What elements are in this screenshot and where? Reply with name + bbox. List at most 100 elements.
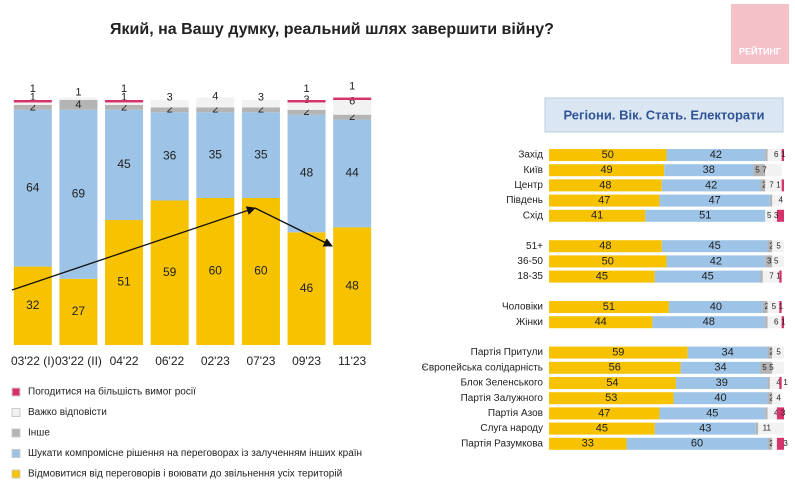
value-label: 2 <box>212 104 218 116</box>
x-tick-label: 09'23 <box>292 354 321 368</box>
bar-segment <box>765 316 768 329</box>
bar-segment <box>762 301 768 313</box>
legend-swatch <box>11 469 21 479</box>
value-label: 46 <box>300 281 314 295</box>
bar-segment <box>549 240 662 253</box>
bar-segment <box>549 255 667 268</box>
value-label: 5 <box>776 241 781 250</box>
bar-segment <box>765 255 773 268</box>
value-label: 4 <box>75 99 81 111</box>
value-label: 44 <box>346 166 360 180</box>
value-label: 4 <box>774 409 779 418</box>
bar-segment <box>765 407 768 420</box>
legend-label: Погодитися на більшість вимог росії <box>28 386 196 398</box>
value-label: 1 <box>349 81 355 93</box>
value-label: 1 <box>75 87 81 99</box>
value-label: 48 <box>599 240 611 252</box>
value-label: 50 <box>602 149 614 161</box>
bar-segment <box>776 209 784 222</box>
value-label: 35 <box>209 147 223 161</box>
value-label: 51 <box>699 210 711 222</box>
value-label: 45 <box>702 271 714 283</box>
bar-segment <box>687 346 768 359</box>
value-label: 7 <box>762 165 767 174</box>
y-tick-label: Центр <box>514 180 543 191</box>
bar-segment <box>549 346 688 359</box>
bar-segment <box>241 107 280 113</box>
bar-segment <box>659 407 766 420</box>
value-label: 45 <box>596 271 608 283</box>
legend-label: Шукати компромісне рішення на переговора… <box>28 448 362 459</box>
y-tick-label: 51+ <box>526 241 543 252</box>
bar-segment <box>59 278 98 345</box>
value-label: 1 <box>783 378 788 387</box>
bar-segment <box>549 149 667 161</box>
value-label: 2 <box>304 106 310 118</box>
value-label: 39 <box>716 377 728 389</box>
value-label: 1 <box>304 83 310 95</box>
value-label: 40 <box>714 392 726 404</box>
bar-segment <box>549 194 660 207</box>
x-tick-label: 06'22 <box>155 354 184 368</box>
bar-segment <box>758 422 784 435</box>
bar-segment <box>753 164 766 177</box>
y-tick-label: Партія Азов <box>488 408 543 419</box>
value-label: 1 <box>776 181 781 190</box>
bar-segment <box>287 114 326 233</box>
value-label: 7 <box>769 272 774 281</box>
value-label: 5 <box>772 302 777 311</box>
value-label: 2 <box>769 393 774 402</box>
value-label: 2 <box>765 302 770 311</box>
value-label: 3 <box>767 257 772 266</box>
value-label: 53 <box>605 392 617 404</box>
x-tick-label: 07'23 <box>246 354 275 368</box>
value-label: 42 <box>705 179 717 191</box>
bar-segment <box>767 377 770 389</box>
value-label: 2 <box>167 104 173 116</box>
bar-segment <box>287 100 326 103</box>
bar-segment <box>767 346 773 359</box>
value-label: 32 <box>26 298 40 312</box>
y-tick-label: Схід <box>523 210 543 221</box>
bar-segment <box>769 377 780 389</box>
bar-segment <box>59 109 98 279</box>
bar-segment <box>13 266 52 345</box>
bar-segment <box>668 301 763 313</box>
value-label: 51 <box>603 301 615 313</box>
value-label: 48 <box>346 278 360 292</box>
x-tick-label: 11'23 <box>338 354 366 368</box>
bar-segment <box>333 119 372 228</box>
bar-segment <box>150 107 189 113</box>
y-tick-label: Південь <box>506 195 543 206</box>
bar-segment <box>659 194 770 207</box>
bar-segment <box>549 422 655 435</box>
bar-segment <box>549 270 655 283</box>
value-label: 11 <box>763 424 772 433</box>
value-label: 1 <box>30 92 36 104</box>
bar-segment <box>105 102 144 105</box>
value-label: 5 <box>755 165 760 174</box>
bar-segment <box>767 437 773 450</box>
bar-segment <box>760 270 763 283</box>
bar-segment <box>549 301 669 313</box>
value-label: 1 <box>30 83 36 95</box>
bar-segment <box>549 392 674 405</box>
value-label: 41 <box>591 210 603 222</box>
value-label: 5 <box>762 363 767 372</box>
logo: РЕЙТИНГ <box>739 45 781 56</box>
value-label: 45 <box>117 157 131 171</box>
panel-title: Регіони. Вік. Стать. Електорати <box>563 107 764 122</box>
bar-segment <box>779 270 782 283</box>
arrow <box>11 206 256 291</box>
y-tick-label: 36-50 <box>517 256 543 267</box>
bar-segment <box>549 179 662 192</box>
value-label: 54 <box>606 377 618 389</box>
bar-segment <box>767 407 777 420</box>
bar-segment <box>652 316 766 329</box>
x-tick-label: 03'22 (I) <box>11 354 55 368</box>
bar-segment <box>150 112 189 201</box>
value-label: 48 <box>599 179 611 191</box>
bar-segment <box>196 107 235 113</box>
legend-label: Важко відповісти <box>28 407 107 418</box>
